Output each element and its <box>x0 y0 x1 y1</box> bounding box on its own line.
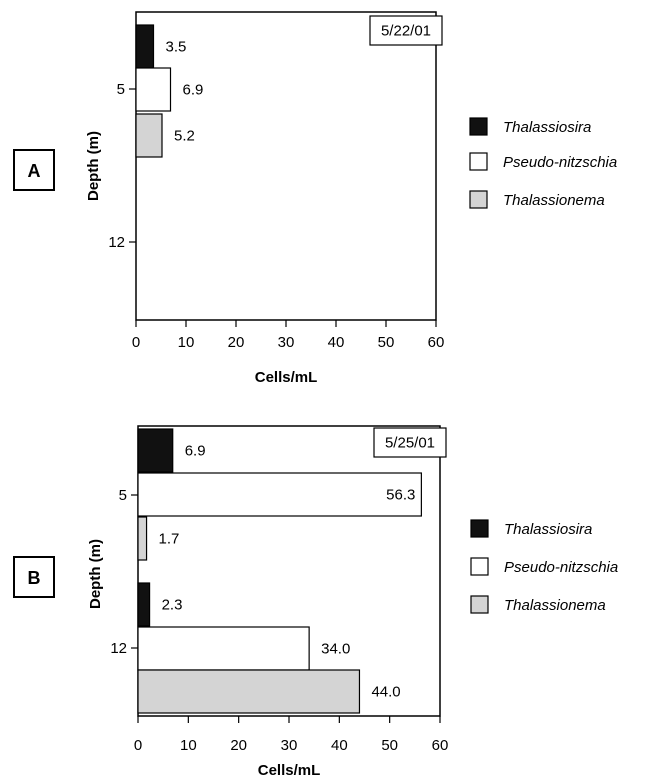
bar-thalassiosira-5m <box>137 428 174 473</box>
x-tick-label: 50 <box>378 334 395 351</box>
x-tick-label: 20 <box>228 334 245 351</box>
x-tick-label: 50 <box>381 737 398 754</box>
x-tick-label: 0 <box>132 334 140 351</box>
x-tick-label: 20 <box>230 737 247 754</box>
x-tick-label: 0 <box>134 737 142 754</box>
data-label: 34.0 <box>321 641 350 658</box>
legend-swatch-pseudo-nitzschia <box>470 557 489 576</box>
date-label: 5/22/01 <box>381 23 431 40</box>
chart-panel-a: 3.5 6.9 5.2 0 10 20 30 40 50 60 5 12 Cells/mL Depth (… <box>13 11 617 386</box>
legend-label: Thalassiosira <box>504 521 592 538</box>
legend-swatch-pseudo-nitzschia <box>469 152 488 171</box>
chart-panel-b: 6.9 56.3 1.7 2.3 34.0 44.0 0 10 20 30 40 50 60 5 12 Cel… <box>13 425 618 779</box>
data-label: 6.9 <box>185 443 206 460</box>
data-label: 56.3 <box>386 487 415 504</box>
bar-thalassionema-12m <box>137 669 361 714</box>
x-tick-label: 30 <box>278 334 295 351</box>
legend-label: Thalassiosira <box>503 119 591 136</box>
legend-swatch-thalassiosira <box>469 117 488 136</box>
plot-frame <box>135 11 437 321</box>
data-label: 2.3 <box>162 597 183 614</box>
y-tick-label: 12 <box>108 234 125 251</box>
data-label: 44.0 <box>371 684 400 701</box>
x-tick-label: 40 <box>331 737 348 754</box>
x-tick-label: 30 <box>281 737 298 754</box>
date-box <box>369 15 443 46</box>
data-label: 5.2 <box>174 128 195 145</box>
y-axis-title: Depth (m) <box>85 131 102 201</box>
bar-thalassionema-5m <box>137 516 148 561</box>
bar-thalassionema-5m <box>135 113 163 158</box>
legend-label: Thalassionema <box>504 597 606 614</box>
bar-thalassiosira-12m <box>137 582 151 627</box>
bar-pseudo-nitzschia-5m <box>137 472 422 517</box>
panel-letter-box <box>13 149 55 191</box>
panel-letter: B <box>28 568 41 588</box>
date-box <box>373 427 447 458</box>
panel-letter-box <box>13 556 55 598</box>
legend-swatch-thalassionema <box>470 595 489 614</box>
data-label: 1.7 <box>159 531 180 548</box>
x-axis-title: Cells/mL <box>258 762 321 779</box>
x-tick-label: 40 <box>328 334 345 351</box>
bar-pseudo-nitzschia-12m <box>137 626 310 671</box>
x-tick-label: 60 <box>428 334 445 351</box>
legend-swatch-thalassionema <box>469 190 488 209</box>
x-axis-title: Cells/mL <box>255 369 318 386</box>
legend-label: Pseudo-nitzschia <box>504 559 618 576</box>
y-tick-label: 12 <box>110 640 127 657</box>
legend-label: Pseudo-nitzschia <box>503 154 617 171</box>
legend-label: Thalassionema <box>503 192 605 209</box>
data-label: 6.9 <box>183 82 204 99</box>
data-label: 3.5 <box>166 39 187 56</box>
legend-swatch-thalassiosira <box>470 519 489 538</box>
panel-letter: A <box>28 161 41 181</box>
bar-pseudo-nitzschia-5m <box>135 67 172 112</box>
y-tick-label: 5 <box>117 81 125 98</box>
y-tick-label: 5 <box>119 487 127 504</box>
x-tick-label: 10 <box>178 334 195 351</box>
x-tick-label: 60 <box>432 737 449 754</box>
bar-thalassiosira-5m <box>135 24 155 69</box>
x-tick-label: 10 <box>180 737 197 754</box>
date-label: 5/25/01 <box>385 435 435 452</box>
y-axis-title: Depth (m) <box>87 539 104 609</box>
